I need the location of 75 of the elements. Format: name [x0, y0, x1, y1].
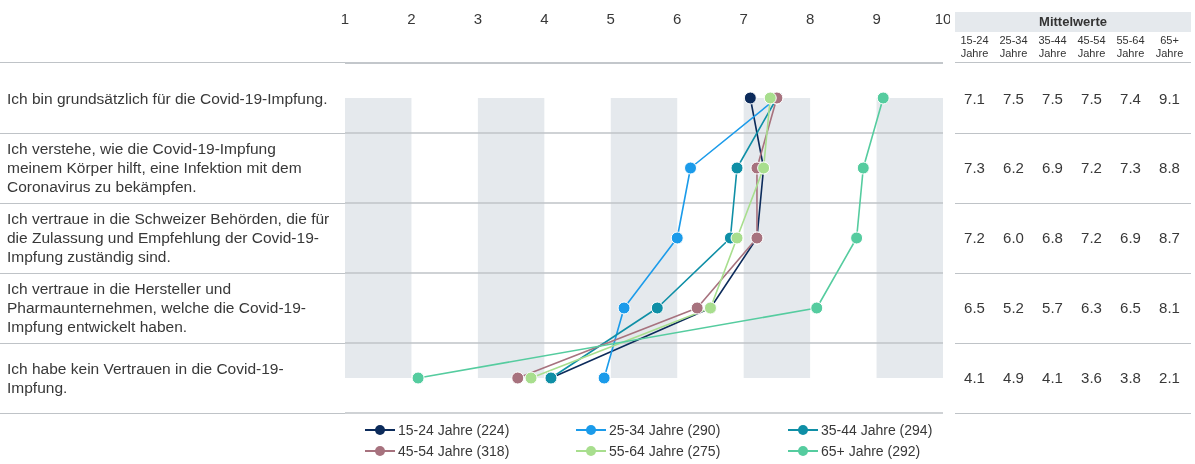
point	[524, 371, 538, 385]
x-tick-label: 8	[805, 10, 815, 27]
data-label: 6.0	[1002, 229, 1025, 246]
point	[743, 91, 757, 105]
data-label: 2.1	[1158, 369, 1181, 386]
point	[597, 371, 611, 385]
data-label: 7.5	[1041, 89, 1064, 107]
legend-label: 15-24 Jahre (224)	[398, 422, 510, 438]
text: 25-34 Jahre	[998, 34, 1029, 60]
data-label: 7.5	[1002, 89, 1025, 107]
data-label: 7.3	[1119, 159, 1142, 176]
point	[670, 231, 684, 245]
x-tick-label: 5	[606, 10, 615, 27]
point	[856, 161, 870, 175]
legend-label: 25-34 Jahre (290)	[609, 422, 721, 438]
point	[876, 91, 890, 105]
data-label: 7.2	[1080, 229, 1103, 246]
text: Mittelwerte	[955, 12, 1191, 32]
x-tick-label: 10	[934, 10, 952, 27]
data-label: 7.5	[1080, 89, 1103, 107]
data-label: 3.8	[1119, 369, 1142, 386]
text: 65+ Jahre	[1154, 34, 1185, 60]
point	[730, 161, 744, 175]
point	[850, 231, 864, 245]
data-label: 8.1	[1158, 299, 1181, 316]
data-label: 7.4	[1119, 89, 1142, 107]
data-label: 8.7	[1158, 229, 1181, 246]
point	[650, 301, 664, 315]
x-tick-label: 7	[739, 10, 748, 27]
text: 45-54 Jahre	[1076, 34, 1107, 60]
x-tick-label: 1	[340, 10, 350, 27]
data-label: 6.9	[1119, 229, 1142, 246]
y-tick-label: Ich verstehe, wie die Covid-19-Impfung meinem Körper hilft, eine Infektion mit dem Coronavirus zu bekämpfen.	[7, 139, 303, 196]
data-label: 5.7	[1041, 299, 1064, 316]
y-tick-label: Ich habe kein Vertrauen in die Covid-19-Impfung.	[7, 358, 285, 397]
point	[411, 371, 425, 385]
point	[690, 301, 704, 315]
y-tick-label: Ich bin grundsätzlich für die Covid-19-Impfung.	[7, 88, 328, 108]
x-tick-label: 3	[473, 10, 483, 27]
text: 15-24 Jahre	[959, 34, 990, 60]
data-label: 6.5	[963, 299, 986, 316]
x-tick-label: 9	[872, 10, 881, 27]
data-label: 9.1	[1158, 89, 1181, 107]
data-label: 7.2	[963, 229, 986, 246]
y-tick-label: Ich vertraue in die Hersteller und Pharmaunternehmen, welche die Covid-19-Impfung entwickelt haben.	[7, 279, 307, 336]
data-label: 7.2	[1080, 159, 1103, 176]
y-tick-label: Ich vertraue in die Schweizer Behörden, die für die Zulassung und Empfehlung der Covid-19-Impfung zuständig sind.	[7, 209, 331, 266]
point	[730, 231, 744, 245]
point	[684, 161, 698, 175]
data-label: 6.2	[1002, 159, 1025, 176]
data-label: 6.8	[1041, 229, 1064, 246]
text: 35-44 Jahre	[1037, 34, 1068, 60]
data-label: 7.1	[963, 89, 986, 107]
data-label: 4.1	[963, 369, 986, 386]
legend-label: 55-64 Jahre (275)	[609, 443, 721, 459]
data-label: 3.6	[1080, 369, 1103, 386]
x-tick-label: 2	[407, 10, 416, 27]
data-label: 8.8	[1158, 159, 1181, 176]
text: 55-64 Jahre	[1115, 34, 1146, 60]
point	[511, 371, 525, 385]
data-label: 6.5	[1119, 299, 1142, 316]
point	[810, 301, 824, 315]
data-label: 4.1	[1041, 369, 1064, 386]
data-label: 6.9	[1041, 159, 1064, 176]
data-label: 4.9	[1002, 369, 1025, 386]
point	[617, 301, 631, 315]
x-tick-label: 6	[673, 10, 682, 27]
legend-label: 65+ Jahre (292)	[821, 443, 921, 459]
legend-label: 35-44 Jahre (294)	[821, 422, 933, 438]
data-label: 6.3	[1080, 299, 1103, 316]
data-label: 5.2	[1002, 299, 1025, 316]
point	[763, 91, 777, 105]
x-tick-label: 4	[540, 10, 549, 27]
legend-label: 45-54 Jahre (318)	[398, 443, 510, 459]
data-label: 7.3	[963, 159, 986, 176]
